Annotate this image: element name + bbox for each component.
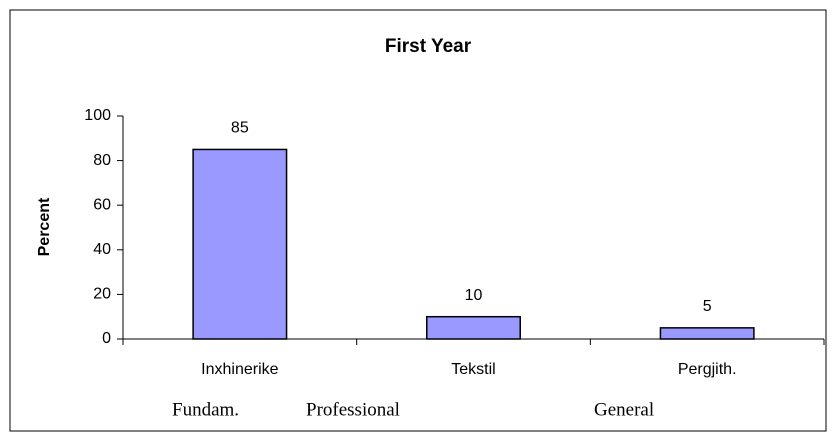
- y-tick-label: 20: [93, 286, 111, 303]
- y-tick-label: 40: [93, 241, 111, 258]
- data-label: 5: [703, 298, 712, 315]
- chart-border: [9, 9, 827, 432]
- y-tick-label: 80: [93, 152, 111, 169]
- y-tick-label: 0: [102, 330, 111, 347]
- data-label: 10: [465, 287, 483, 304]
- y-tick-label: 100: [84, 107, 111, 124]
- chart-title: First Year: [385, 36, 472, 57]
- bar: [192, 148, 288, 340]
- x-tick-label: Tekstil: [451, 361, 495, 378]
- x-tick-label: Inxhinerike: [201, 361, 278, 378]
- annotation: General: [594, 399, 654, 420]
- data-label: 85: [231, 120, 249, 137]
- y-axis-label: Percent: [36, 197, 53, 256]
- annotation: Fundam.: [172, 399, 239, 420]
- annotation: Professional: [306, 399, 400, 420]
- bar: [426, 315, 521, 340]
- y-tick-label: 60: [93, 196, 111, 213]
- bar: [659, 327, 755, 340]
- x-tick-label: Pergjith.: [678, 361, 737, 378]
